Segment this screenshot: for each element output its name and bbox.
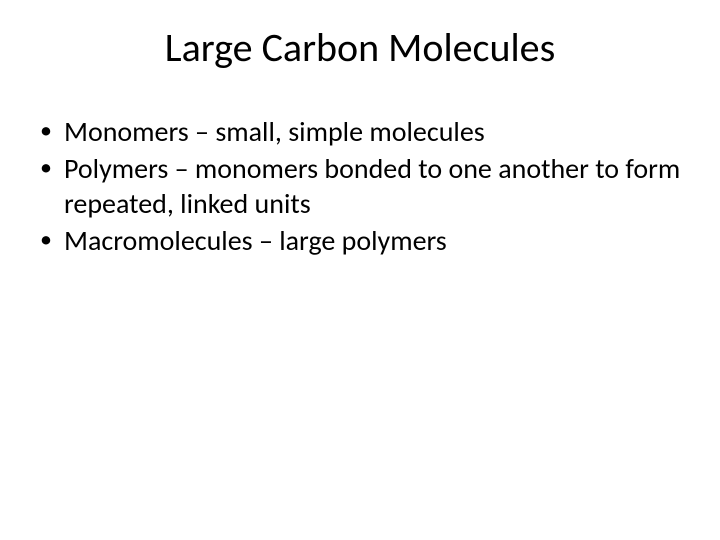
slide-body: Monomers – small, simple molecules Polym… bbox=[36, 114, 684, 258]
slide-title: Large Carbon Molecules bbox=[36, 24, 684, 72]
list-item: Polymers – monomers bonded to one anothe… bbox=[36, 151, 684, 221]
slide: Large Carbon Molecules Monomers – small,… bbox=[0, 0, 720, 540]
list-item: Monomers – small, simple molecules bbox=[36, 114, 684, 149]
list-item: Macromolecules – large polymers bbox=[36, 223, 684, 258]
bullet-list: Monomers – small, simple molecules Polym… bbox=[36, 114, 684, 258]
